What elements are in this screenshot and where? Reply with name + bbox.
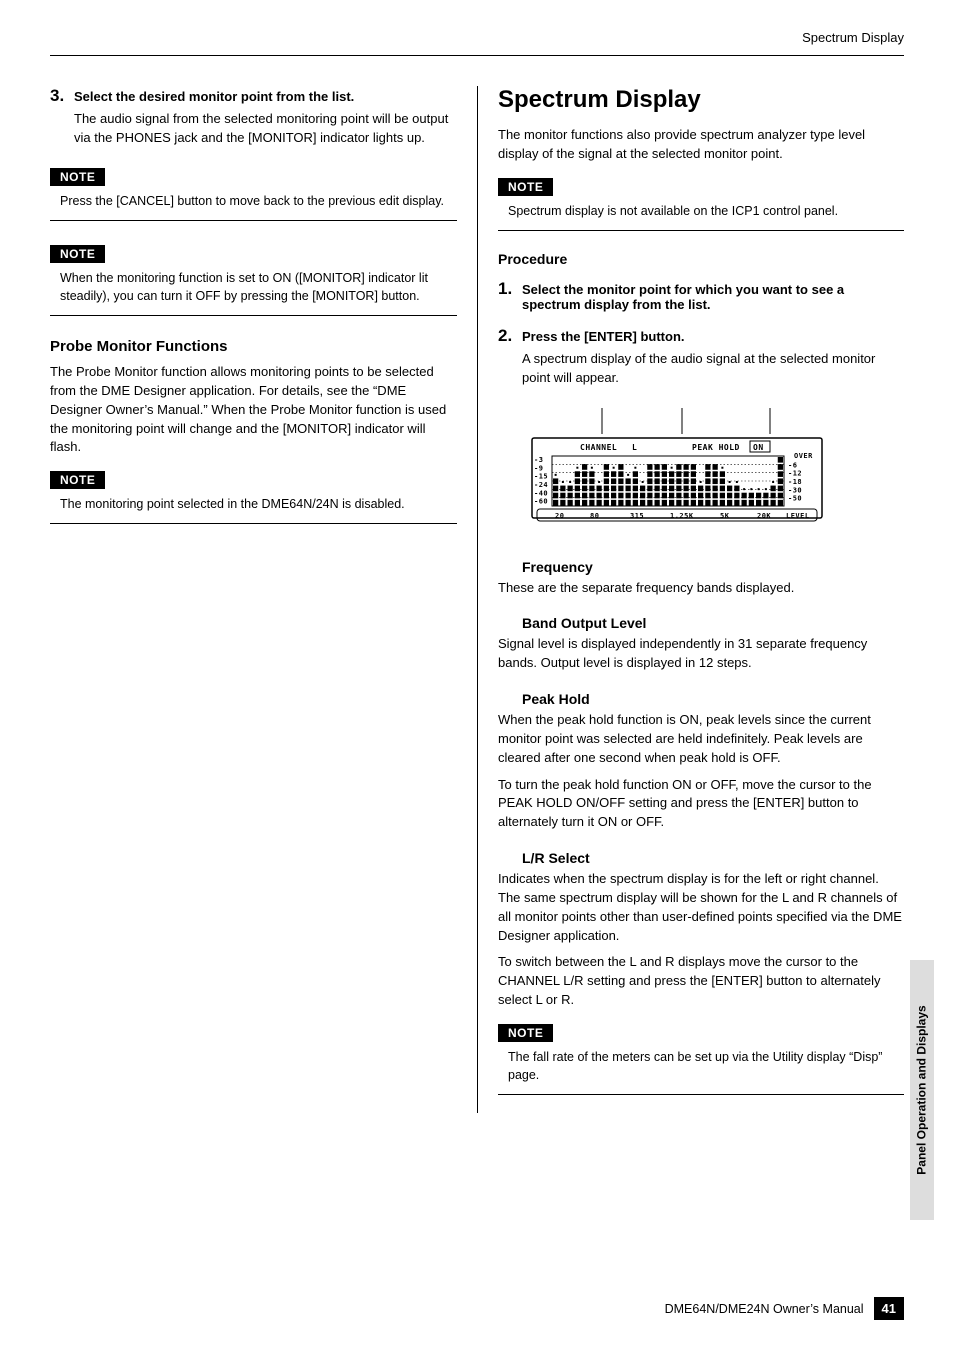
right-column: Spectrum Display The monitor functions a… xyxy=(477,86,904,1113)
step-body: The audio signal from the selected monit… xyxy=(74,110,457,148)
side-tab: Panel Operation and Displays xyxy=(910,960,934,1220)
left-column: 3. Select the desired monitor point from… xyxy=(50,86,477,1113)
spectrum-svg: CHANNEL L PEAK HOLD ON OVER -3-9-15-24-40-60 -… xyxy=(522,408,832,538)
side-tab-label: Panel Operation and Displays xyxy=(915,1005,929,1174)
footer-text: DME64N/DME24N Owner’s Manual xyxy=(665,1302,864,1316)
body-text: To turn the peak hold function ON or OFF… xyxy=(498,776,904,833)
svg-text:-30: -30 xyxy=(788,486,802,494)
svg-text:1.25K: 1.25K xyxy=(670,512,694,520)
svg-text:80: 80 xyxy=(590,512,599,520)
svg-text:20K: 20K xyxy=(757,512,771,520)
svg-text:5K: 5K xyxy=(720,512,730,520)
step-number: 3. xyxy=(50,86,74,106)
step-title: Select the monitor point for which you w… xyxy=(522,282,904,312)
section-heading: Probe Monitor Functions xyxy=(50,338,457,355)
procedure-heading: Procedure xyxy=(498,251,904,267)
note-body: Press the [CANCEL] button to move back t… xyxy=(50,186,457,221)
note-label: NOTE xyxy=(498,1024,553,1042)
page-number: 41 xyxy=(874,1297,904,1320)
step-3: 3. Select the desired monitor point from… xyxy=(50,86,457,148)
svg-text:-50: -50 xyxy=(788,494,802,502)
intro-text: The monitor functions also provide spect… xyxy=(498,126,904,164)
svg-text:-3: -3 xyxy=(534,456,543,464)
body-text: When the peak hold function is ON, peak … xyxy=(498,711,904,768)
content-columns: 3. Select the desired monitor point from… xyxy=(50,86,904,1113)
body-text: Indicates when the spectrum display is f… xyxy=(498,870,904,945)
step-number: 1. xyxy=(498,279,522,299)
svg-text:20: 20 xyxy=(555,512,564,520)
step-title: Press the [ENTER] button. xyxy=(522,329,685,344)
body-text: These are the separate frequency bands d… xyxy=(498,579,904,598)
svg-text:L: L xyxy=(632,443,637,452)
svg-text:CHANNEL: CHANNEL xyxy=(580,443,617,452)
svg-text:PEAK HOLD: PEAK HOLD xyxy=(692,443,740,452)
body-text: The Probe Monitor function allows monito… xyxy=(50,363,457,457)
body-text: Signal level is displayed independently … xyxy=(498,635,904,673)
top-rule xyxy=(50,55,904,56)
note-label: NOTE xyxy=(50,168,105,186)
svg-text:-24: -24 xyxy=(534,481,548,489)
note-body: The monitoring point selected in the DME… xyxy=(50,489,457,524)
sub-heading-lr: L/R Select xyxy=(522,850,904,866)
body-text: To switch between the L and R displays m… xyxy=(498,953,904,1010)
step-number: 2. xyxy=(498,326,522,346)
sub-heading-frequency: Frequency xyxy=(522,559,904,575)
note-label: NOTE xyxy=(498,178,553,196)
svg-text:ON: ON xyxy=(753,443,764,452)
running-header: Spectrum Display xyxy=(50,30,904,45)
sub-heading-peak: Peak Hold xyxy=(522,691,904,707)
sub-heading-band: Band Output Level xyxy=(522,615,904,631)
svg-text:-60: -60 xyxy=(534,497,548,505)
spectrum-display: CHANNEL L PEAK HOLD ON OVER -3-9-15-24-40-60 -… xyxy=(522,408,904,541)
note-body: The fall rate of the meters can be set u… xyxy=(498,1042,904,1095)
note-label: NOTE xyxy=(50,245,105,263)
note-body: Spectrum display is not available on the… xyxy=(498,196,904,231)
svg-text:-6: -6 xyxy=(788,461,797,469)
footer: DME64N/DME24N Owner’s Manual 41 xyxy=(50,1297,904,1320)
svg-text:-15: -15 xyxy=(534,472,548,480)
step-body: A spectrum display of the audio signal a… xyxy=(522,350,904,388)
svg-text:315: 315 xyxy=(630,512,644,520)
svg-text:OVER: OVER xyxy=(794,452,813,460)
main-heading: Spectrum Display xyxy=(498,86,904,114)
svg-text:-18: -18 xyxy=(788,478,802,486)
step-2: 2. Press the [ENTER] button. A spectrum … xyxy=(498,326,904,388)
svg-text:-12: -12 xyxy=(788,469,802,477)
svg-text:-40: -40 xyxy=(534,489,548,497)
step-title: Select the desired monitor point from th… xyxy=(74,89,354,104)
step-1: 1. Select the monitor point for which yo… xyxy=(498,279,904,312)
note-label: NOTE xyxy=(50,471,105,489)
note-body: When the monitoring function is set to O… xyxy=(50,263,457,316)
svg-text:-9: -9 xyxy=(534,464,543,472)
svg-text:LEVEL: LEVEL xyxy=(786,512,810,520)
